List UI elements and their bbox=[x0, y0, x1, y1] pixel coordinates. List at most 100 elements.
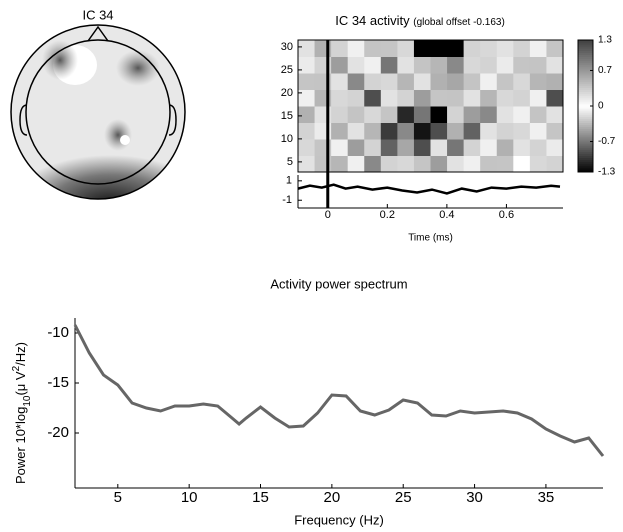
heat-cell bbox=[496, 56, 514, 74]
heat-cell bbox=[397, 56, 415, 74]
heat-cell bbox=[513, 106, 531, 123]
heat-cell bbox=[413, 73, 431, 90]
colorbar-cell bbox=[578, 163, 593, 167]
heat-cell bbox=[413, 89, 431, 107]
heat-cell bbox=[298, 73, 316, 90]
heat-cell bbox=[430, 89, 448, 107]
colorbar-cell bbox=[578, 79, 593, 82]
y-label-part: 10 bbox=[22, 395, 33, 407]
y-tick-label: 25 bbox=[281, 64, 293, 76]
heat-cell bbox=[513, 139, 531, 156]
colorbar-tick-label: -1.3 bbox=[598, 167, 616, 178]
colorbar-cell bbox=[578, 46, 593, 49]
colorbar-cell bbox=[578, 54, 593, 57]
colorbar-cell bbox=[578, 161, 593, 165]
heat-cell bbox=[529, 73, 547, 90]
heat-cell bbox=[463, 122, 481, 140]
x-tick-label: 20 bbox=[324, 489, 341, 506]
heat-cell bbox=[496, 122, 514, 140]
y-tick-label: 15 bbox=[281, 110, 293, 122]
colorbar-cell bbox=[578, 93, 593, 97]
heat-cell bbox=[413, 122, 431, 140]
heat-cell bbox=[364, 40, 382, 57]
heat-cell bbox=[529, 155, 547, 173]
colorbar-cell bbox=[578, 139, 593, 142]
colorbar-cell bbox=[578, 44, 593, 47]
y-tick-label: 1 bbox=[286, 175, 292, 187]
y-label-part: (μ V bbox=[13, 371, 28, 395]
heat-cell bbox=[380, 122, 398, 140]
heat-cell bbox=[347, 56, 365, 74]
chart-title: IC 34 bbox=[82, 7, 113, 22]
heat-cell bbox=[529, 106, 547, 123]
heat-cell bbox=[397, 122, 415, 140]
y-tick-label: 5 bbox=[287, 156, 293, 168]
colorbar-cell bbox=[578, 124, 593, 128]
heat-cell bbox=[513, 56, 531, 74]
heat-cell bbox=[546, 56, 564, 74]
colorbar-cell bbox=[578, 52, 593, 55]
heat-cell bbox=[480, 139, 498, 156]
heat-cell bbox=[447, 122, 465, 140]
x-axis-label: Time (ms) bbox=[408, 233, 453, 244]
colorbar-cell bbox=[578, 75, 593, 78]
heat-cell bbox=[413, 40, 431, 57]
x-tick-label: 10 bbox=[181, 489, 198, 506]
colorbar-cell bbox=[578, 153, 593, 156]
colorbar-cell bbox=[578, 91, 593, 95]
colorbar-cell bbox=[578, 81, 593, 84]
heat-cell bbox=[546, 122, 564, 140]
heat-cell bbox=[463, 139, 481, 156]
heat-cell bbox=[380, 139, 398, 156]
y-tick-label: -15 bbox=[47, 374, 69, 391]
y-axis-label: Power 10*log10(μ V2/Hz) bbox=[11, 342, 33, 484]
colorbar-cell bbox=[578, 73, 593, 76]
x-tick-label: 35 bbox=[538, 489, 555, 506]
colorbar-cell bbox=[578, 40, 593, 43]
heat-cell bbox=[331, 106, 349, 123]
heat-cell bbox=[413, 106, 431, 123]
heat-cell bbox=[380, 40, 398, 57]
heat-cell bbox=[331, 122, 349, 140]
y-tick-label: -1 bbox=[282, 194, 292, 206]
heat-cell bbox=[480, 56, 498, 74]
heat-cell bbox=[364, 139, 382, 156]
colorbar-cell bbox=[578, 120, 593, 123]
heat-cell bbox=[546, 139, 564, 156]
heat-cell bbox=[397, 155, 415, 173]
colorbar-cell bbox=[578, 83, 593, 86]
colorbar-cell bbox=[578, 145, 593, 148]
heat-cell bbox=[331, 139, 349, 156]
heat-cell bbox=[331, 89, 349, 107]
heat-cell bbox=[298, 139, 316, 156]
heat-cell bbox=[397, 139, 415, 156]
colorbar-cell bbox=[578, 60, 593, 64]
heat-cell bbox=[397, 40, 415, 57]
heat-cell bbox=[413, 56, 431, 74]
heat-cell bbox=[480, 89, 498, 107]
x-axis-label: Frequency (Hz) bbox=[294, 512, 384, 527]
heat-cell bbox=[347, 73, 365, 90]
x-tick-label: 0.4 bbox=[439, 209, 454, 221]
y-label-part: /Hz) bbox=[13, 342, 28, 366]
colorbar-cell bbox=[578, 50, 593, 53]
heat-cell bbox=[480, 122, 498, 140]
heat-cell bbox=[347, 89, 365, 107]
colorbar-cell bbox=[578, 64, 593, 68]
y-tick-label: 10 bbox=[281, 133, 293, 145]
heat-cell bbox=[298, 155, 316, 173]
y-label-part: Power 10*log bbox=[13, 407, 28, 484]
heat-cell bbox=[546, 40, 564, 57]
colorbar-cell bbox=[578, 108, 593, 111]
colorbar-cell bbox=[578, 157, 593, 161]
heat-cell bbox=[447, 73, 465, 90]
y-tick-label: 20 bbox=[281, 87, 293, 99]
colorbar-tick-label: 0 bbox=[598, 101, 604, 112]
heat-cell bbox=[513, 122, 531, 140]
heat-cell bbox=[380, 56, 398, 74]
ears bbox=[19, 104, 177, 136]
colorbar-cell bbox=[578, 70, 593, 74]
heat-cell bbox=[430, 40, 448, 57]
colorbar-cell bbox=[578, 126, 593, 130]
heat-cell bbox=[298, 40, 316, 57]
